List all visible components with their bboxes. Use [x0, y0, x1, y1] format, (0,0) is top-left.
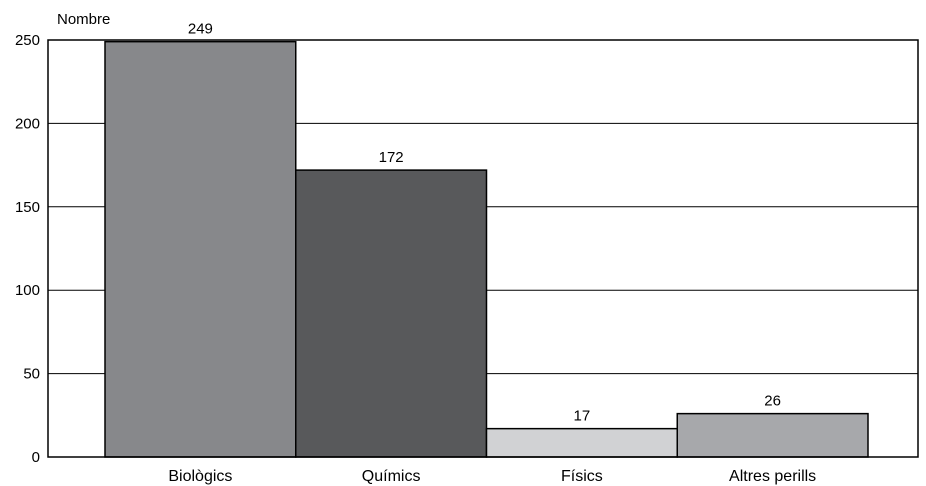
bar-1 — [295, 169, 488, 458]
y-tick-label: 250 — [15, 32, 40, 49]
data-labels: 249 172 17 26 — [188, 21, 781, 425]
y-tick-label: 0 — [32, 449, 40, 466]
data-label-1: 172 — [379, 149, 404, 166]
data-label-3: 26 — [764, 393, 781, 410]
y-tick-label: 150 — [15, 199, 40, 216]
y-tick-labels: 0 50 100 150 200 250 — [15, 32, 40, 466]
x-category-labels: Biològics Químics Físics Altres perills — [168, 468, 816, 485]
bar-0 — [104, 40, 297, 458]
y-axis-title: Nombre — [57, 11, 110, 28]
plot-frame — [47, 39, 919, 458]
data-label-0: 249 — [188, 21, 213, 38]
category-label-0: Biològics — [168, 468, 232, 485]
category-label-1: Químics — [362, 468, 421, 485]
bar-2 — [485, 427, 678, 458]
y-tick-label: 200 — [15, 115, 40, 132]
y-tick-label: 50 — [23, 366, 40, 383]
category-label-2: Físics — [561, 468, 603, 485]
data-label-2: 17 — [574, 408, 591, 425]
category-label-3: Altres perills — [729, 468, 816, 485]
y-tick-label: 100 — [15, 282, 40, 299]
bars — [104, 40, 869, 458]
bar-3 — [676, 412, 869, 458]
